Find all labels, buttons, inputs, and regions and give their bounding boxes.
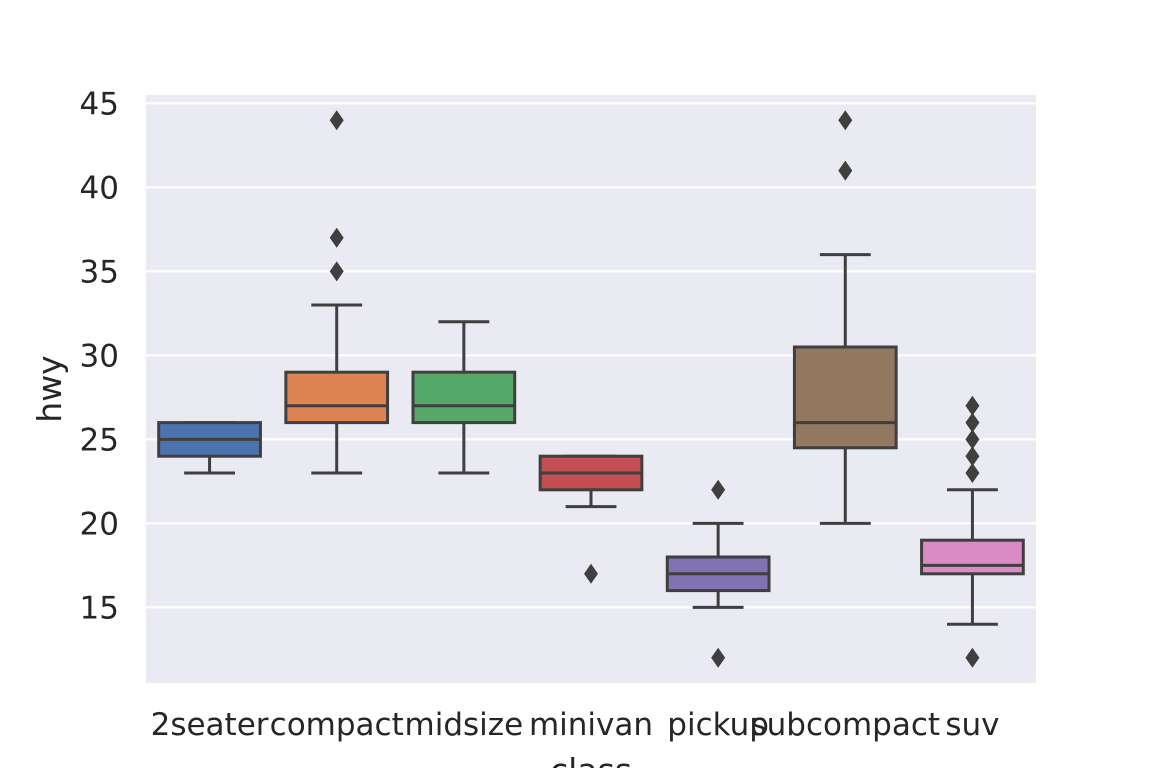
outlier-point: [965, 395, 980, 416]
x-tick-label: pickup: [667, 707, 769, 743]
outlier-point: [838, 110, 853, 131]
box-body: [920, 538, 1025, 576]
y-axis-label: hwy: [30, 355, 69, 422]
box-minivan: [538, 454, 644, 584]
x-tick-labels: 2seater compact midsize minivan pickupsubcom…: [151, 707, 1000, 743]
x-tick-label: compact: [270, 707, 404, 743]
y-tick-labels: 15 20 25 30 35 40 45: [80, 86, 119, 626]
y-tick-label: 45: [80, 86, 119, 122]
y-tick-label: 40: [80, 170, 119, 206]
outlier-point: [584, 563, 598, 584]
x-tick-label: minivan: [529, 707, 653, 743]
box-midsize: [411, 320, 517, 475]
box-subcompact: [792, 110, 898, 525]
x-axis-label: class: [550, 751, 632, 768]
box-body: [792, 345, 898, 450]
x-tick-label: subcompact: [751, 707, 941, 743]
x-tick-label: suv: [945, 707, 999, 743]
box-body: [284, 370, 390, 425]
outlier-point: [711, 479, 726, 500]
y-tick-label: 30: [80, 338, 119, 374]
outlier-point: [711, 647, 726, 668]
y-tick-label: 35: [80, 254, 119, 290]
box-suv: [920, 395, 1025, 668]
outlier-point: [329, 227, 344, 248]
outlier-point: [329, 110, 344, 131]
box-compact: [284, 110, 390, 475]
box-pickup: [665, 479, 771, 668]
gridlines: [146, 102, 1036, 609]
outlier-point: [965, 446, 980, 467]
outlier-point: [838, 160, 853, 181]
y-tick-label: 25: [80, 422, 119, 458]
box-body: [411, 370, 517, 425]
outlier-point: [965, 429, 980, 450]
plot-area-background: [146, 95, 1036, 683]
outlier-point: [965, 647, 980, 668]
box-series: [157, 110, 1025, 668]
outlier-point: [965, 412, 980, 433]
x-tick-label: midsize: [405, 707, 524, 743]
outlier-point: [329, 261, 344, 282]
y-tick-label: 20: [80, 506, 119, 542]
box-2seater: [157, 421, 262, 475]
x-tick-label: 2seater: [151, 707, 269, 743]
outlier-point: [965, 463, 980, 483]
y-tick-label: 15: [80, 590, 119, 626]
